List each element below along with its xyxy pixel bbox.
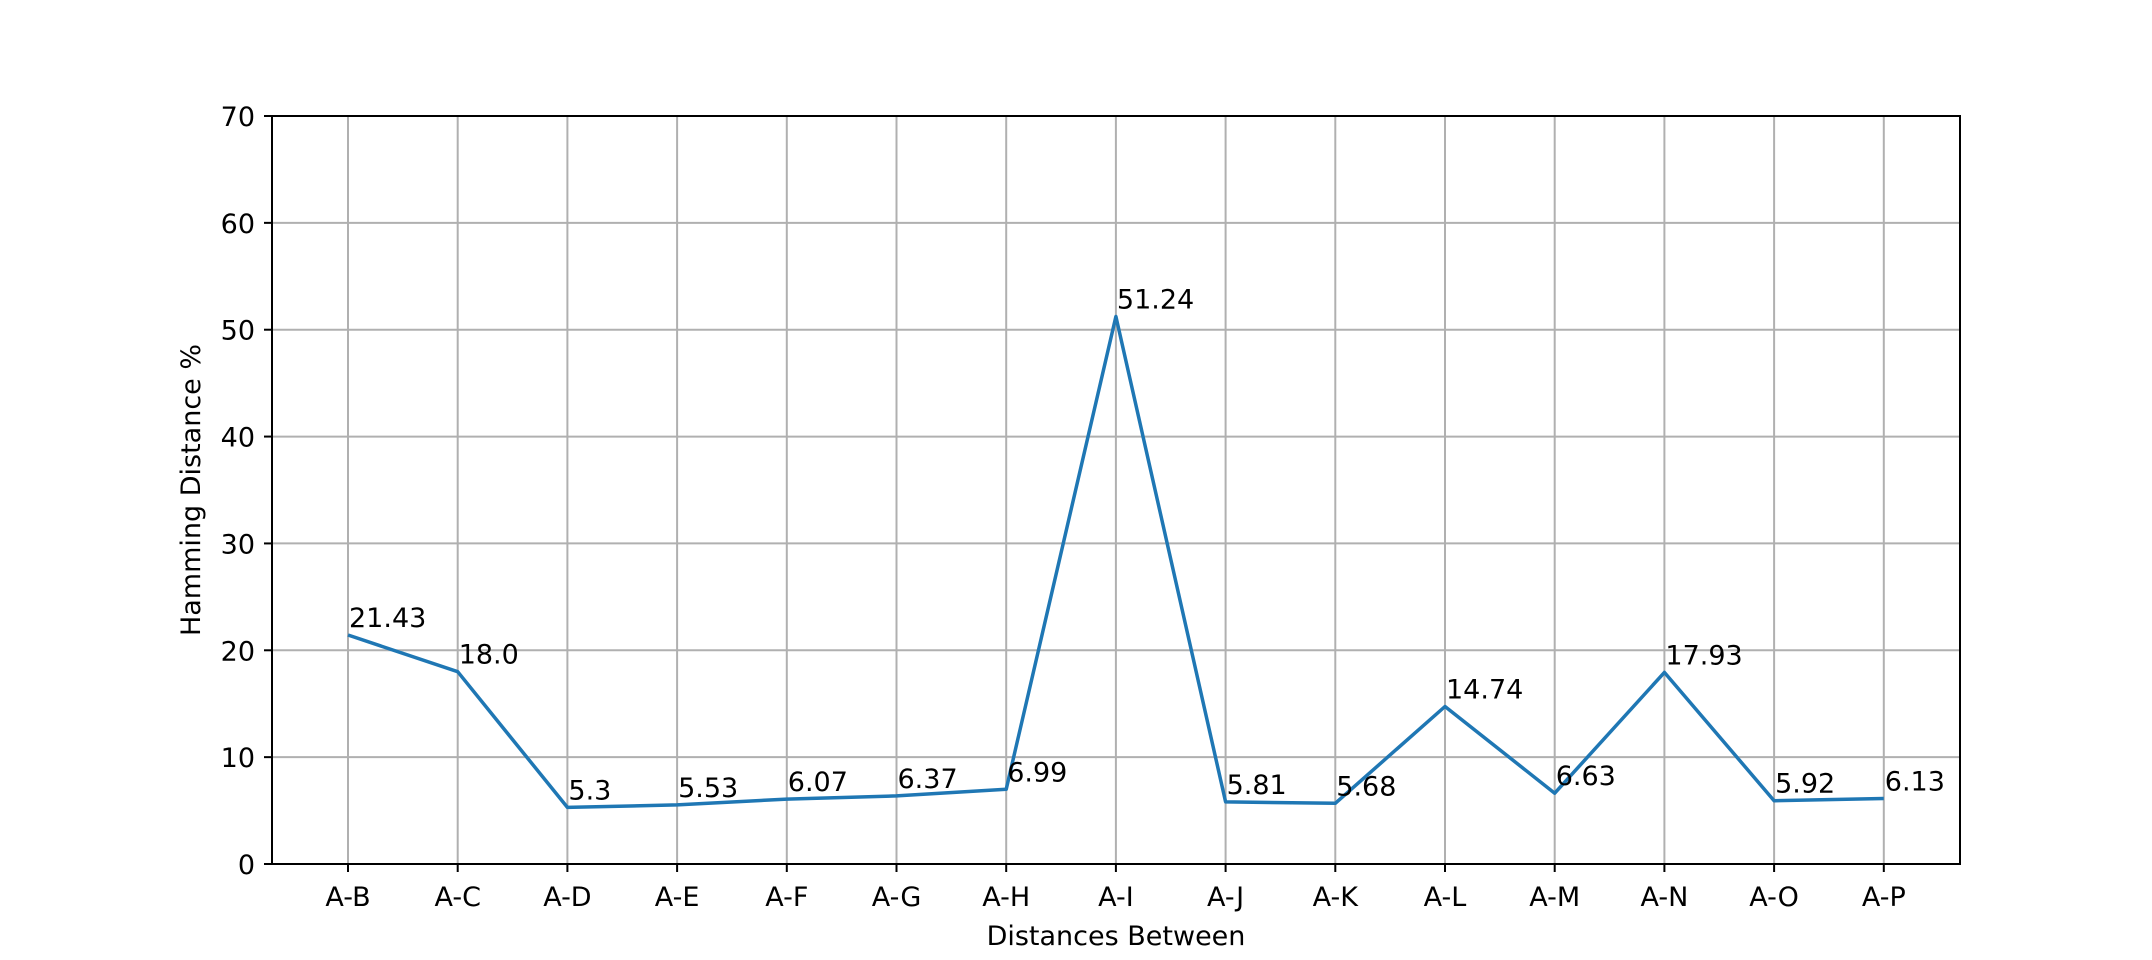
data-label: 17.93: [1665, 640, 1742, 671]
x-tick-label: A-F: [765, 882, 808, 913]
y-tick-label: 60: [221, 209, 255, 240]
data-label: 6.63: [1556, 761, 1616, 792]
data-label: 6.99: [1007, 757, 1067, 788]
x-tick-label: A-G: [872, 882, 922, 913]
x-tick-label: A-M: [1529, 882, 1580, 913]
data-label: 5.53: [678, 773, 738, 804]
data-label: 6.07: [788, 767, 848, 798]
data-label: 14.74: [1446, 674, 1523, 705]
x-tick-label: A-K: [1313, 882, 1360, 913]
data-label: 5.92: [1775, 769, 1835, 800]
y-axis: 0 10 20 30 40 50 60 70: [221, 102, 272, 881]
data-label: 5.3: [568, 775, 611, 806]
data-label: 5.81: [1227, 770, 1287, 801]
series-layer: [347, 314, 1884, 810]
x-tick-label: A-P: [1862, 882, 1906, 913]
data-label: 6.37: [898, 764, 958, 795]
x-tick-label: A-O: [1749, 882, 1799, 913]
x-tick-label: A-J: [1207, 882, 1244, 913]
x-tick-label: A-C: [434, 882, 480, 913]
data-label: 51.24: [1117, 284, 1194, 315]
y-tick-label: 70: [221, 102, 255, 133]
x-tick-label: A-B: [325, 882, 370, 913]
data-label: 18.0: [459, 640, 519, 671]
y-tick-label: 0: [238, 850, 255, 881]
x-axis: A-B A-C A-D A-E A-F A-G A-H A-I A-J A-K A-L A-M A-N A…: [325, 864, 1906, 913]
y-tick-label: 10: [221, 743, 255, 774]
data-label: 6.13: [1885, 766, 1945, 797]
y-tick-label: 30: [221, 529, 255, 560]
x-tick-label: A-I: [1098, 882, 1134, 913]
y-tick-label: 20: [221, 636, 255, 667]
data-label: 5.68: [1336, 771, 1396, 802]
x-tick-label: A-L: [1424, 882, 1467, 913]
y-tick-label: 40: [221, 423, 255, 454]
data-label: 21.43: [349, 603, 426, 634]
y-tick-label: 50: [221, 316, 255, 347]
x-tick-label: A-N: [1640, 882, 1688, 913]
x-tick-label: A-H: [982, 882, 1030, 913]
x-axis-label: Distances Between: [987, 921, 1246, 952]
x-tick-label: A-D: [543, 882, 591, 913]
y-axis-label: Hamming Distance %: [176, 344, 207, 636]
data-labels: 21.43 18.0 5.3 5.53 6.07 6.37 6.99 51.24 5.81 5.6…: [349, 284, 1945, 806]
x-tick-label: A-E: [655, 882, 700, 913]
